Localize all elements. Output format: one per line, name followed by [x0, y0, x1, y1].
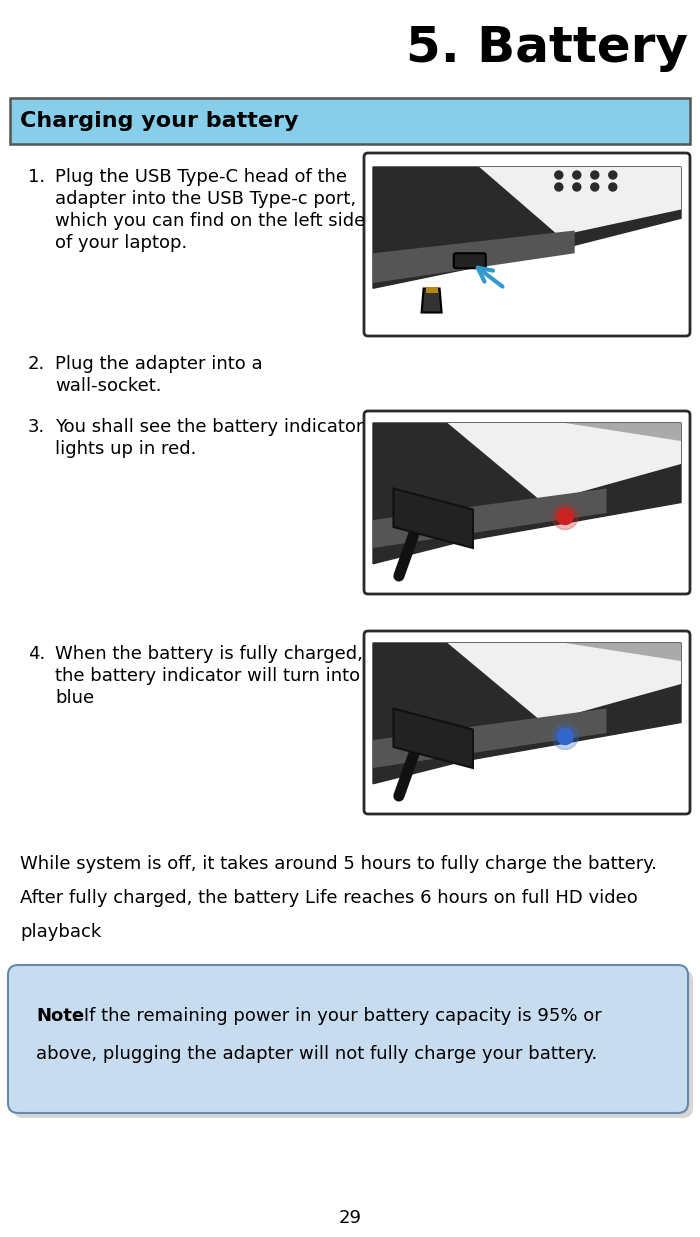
- Text: 1.: 1.: [28, 168, 45, 186]
- FancyBboxPatch shape: [364, 153, 690, 336]
- Text: Plug the adapter into a: Plug the adapter into a: [55, 355, 262, 374]
- Circle shape: [555, 183, 563, 190]
- Polygon shape: [373, 709, 606, 768]
- Polygon shape: [373, 423, 681, 564]
- FancyBboxPatch shape: [364, 631, 690, 814]
- Polygon shape: [393, 489, 473, 548]
- Circle shape: [555, 171, 563, 179]
- Polygon shape: [421, 288, 442, 313]
- Circle shape: [557, 508, 573, 524]
- Circle shape: [573, 183, 581, 190]
- Polygon shape: [393, 709, 473, 768]
- Text: You shall see the battery indicator: You shall see the battery indicator: [55, 418, 363, 435]
- Circle shape: [591, 183, 598, 190]
- FancyBboxPatch shape: [426, 287, 438, 292]
- Text: which you can find on the left side: which you can find on the left side: [55, 212, 365, 230]
- Text: playback: playback: [20, 923, 101, 941]
- Polygon shape: [447, 423, 681, 502]
- FancyBboxPatch shape: [13, 970, 693, 1118]
- Text: : If the remaining power in your battery capacity is 95% or: : If the remaining power in your battery…: [72, 1007, 602, 1025]
- Text: Charging your battery: Charging your battery: [20, 111, 298, 131]
- Text: blue: blue: [55, 689, 94, 708]
- Text: After fully charged, the battery Life reaches 6 hours on full HD video: After fully charged, the battery Life re…: [20, 889, 638, 907]
- Polygon shape: [373, 489, 606, 548]
- Text: lights up in red.: lights up in red.: [55, 440, 197, 458]
- Text: 5. Battery: 5. Battery: [406, 24, 688, 72]
- Text: 4.: 4.: [28, 644, 46, 663]
- Polygon shape: [447, 643, 681, 722]
- FancyBboxPatch shape: [364, 411, 690, 594]
- Text: 29: 29: [339, 1209, 361, 1227]
- Text: Note: Note: [36, 1007, 84, 1025]
- Polygon shape: [373, 230, 575, 283]
- Text: of your laptop.: of your laptop.: [55, 234, 188, 252]
- FancyBboxPatch shape: [454, 254, 486, 268]
- Circle shape: [573, 171, 581, 179]
- Text: the battery indicator will turn into: the battery indicator will turn into: [55, 667, 360, 685]
- Text: adapter into the USB Type-c port,: adapter into the USB Type-c port,: [55, 190, 356, 208]
- Text: wall-socket.: wall-socket.: [55, 377, 162, 395]
- Circle shape: [591, 171, 598, 179]
- Circle shape: [557, 729, 573, 745]
- Circle shape: [552, 503, 578, 529]
- Polygon shape: [480, 167, 681, 236]
- Text: When the battery is fully charged,: When the battery is fully charged,: [55, 644, 363, 663]
- Text: 3.: 3.: [28, 418, 46, 435]
- Circle shape: [609, 171, 617, 179]
- FancyBboxPatch shape: [10, 98, 690, 143]
- Circle shape: [552, 724, 578, 750]
- Text: Plug the USB Type-C head of the: Plug the USB Type-C head of the: [55, 168, 347, 186]
- Polygon shape: [565, 643, 681, 662]
- Polygon shape: [373, 167, 681, 288]
- Polygon shape: [565, 423, 681, 442]
- Text: above, plugging the adapter will not fully charge your battery.: above, plugging the adapter will not ful…: [36, 1045, 597, 1063]
- Polygon shape: [373, 643, 681, 784]
- Text: 2.: 2.: [28, 355, 46, 374]
- FancyBboxPatch shape: [8, 965, 688, 1113]
- Text: While system is off, it takes around 5 hours to fully charge the battery.: While system is off, it takes around 5 h…: [20, 855, 657, 873]
- Circle shape: [609, 183, 617, 190]
